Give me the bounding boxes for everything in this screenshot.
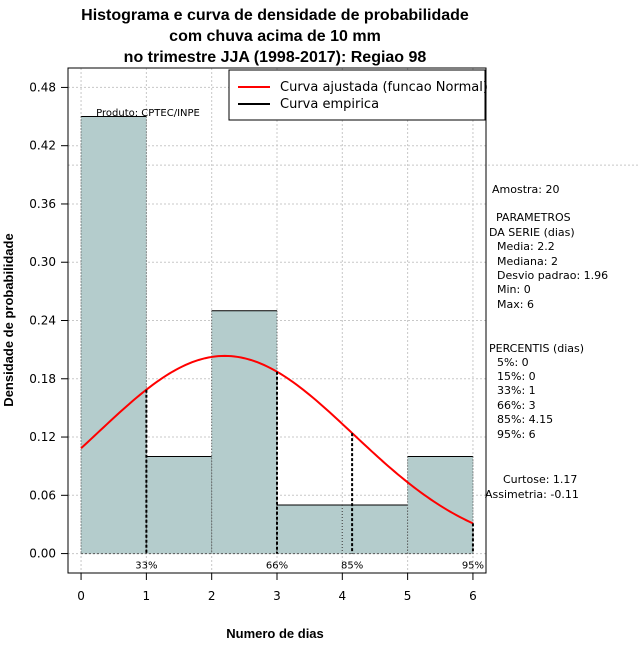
legend: Curva ajustada (funcao Normal) Curva emp… bbox=[228, 69, 488, 121]
x-tick-label: 4 bbox=[338, 589, 346, 603]
y-tick-label: 0.48 bbox=[29, 80, 56, 94]
param-median: Mediana: 2 bbox=[497, 255, 558, 268]
chart-title-line-1: Histograma e curva de densidade de proba… bbox=[81, 7, 469, 24]
x-tick-label: 2 bbox=[208, 589, 216, 603]
y-axis: 0.00 0.06 0.12 0.18 0.24 0.30 0.36 0.42 0.48 bbox=[29, 80, 69, 561]
histogram-bar bbox=[146, 456, 212, 554]
x-tick-label: 0 bbox=[77, 589, 85, 603]
sample-size: Amostra: 20 bbox=[492, 183, 559, 196]
y-tick-label: 0.24 bbox=[29, 314, 56, 328]
y-tick-label: 0.42 bbox=[29, 139, 56, 153]
x-tick-label: 3 bbox=[273, 589, 281, 603]
x-tick-label: 1 bbox=[143, 589, 151, 603]
stats-panel: Amostra: 20 PARAMETROS DA SERIE (dias) M… bbox=[485, 183, 608, 501]
skewness: Assimetria: -0.11 bbox=[485, 488, 579, 501]
x-axis: 0 1 2 3 4 5 6 bbox=[77, 572, 477, 603]
percentil-5: 5%: 0 bbox=[497, 356, 529, 369]
y-tick-label: 0.12 bbox=[29, 430, 56, 444]
legend-label-fit: Curva ajustada (funcao Normal) bbox=[280, 80, 488, 95]
percentil-85: 85%: 4.15 bbox=[497, 413, 553, 426]
y-tick-label: 0.00 bbox=[29, 547, 56, 561]
histogram-bar bbox=[81, 116, 147, 554]
param-max: Max: 6 bbox=[497, 298, 534, 311]
percentile-label: 85% bbox=[341, 561, 363, 572]
y-axis-title: Densidade de probabilidade bbox=[1, 233, 16, 406]
percentil-66: 66%: 3 bbox=[497, 399, 536, 412]
percentil-95: 95%: 6 bbox=[497, 428, 536, 441]
percentile-label: 33% bbox=[135, 561, 157, 572]
y-tick-label: 0.36 bbox=[29, 197, 56, 211]
product-label: Produto: CPTEC/INPE bbox=[96, 108, 200, 119]
y-tick-label: 0.06 bbox=[29, 488, 56, 502]
x-tick-label: 6 bbox=[469, 589, 477, 603]
param-min: Min: 0 bbox=[497, 283, 531, 296]
percentil-15: 15%: 0 bbox=[497, 370, 536, 383]
y-tick-label: 0.30 bbox=[29, 255, 56, 269]
percentile-label: 95% bbox=[462, 561, 484, 572]
x-tick-label: 5 bbox=[404, 589, 412, 603]
percentile-label: 66% bbox=[266, 561, 288, 572]
param-sd: Desvio padrao: 1.96 bbox=[497, 269, 608, 282]
percentile-layer: 33% 66% 85% 95% bbox=[135, 371, 484, 572]
histogram-bar bbox=[342, 505, 408, 554]
legend-box bbox=[228, 69, 486, 121]
histogram-bar bbox=[277, 505, 343, 554]
params-title-2: DA SERIE (dias) bbox=[489, 226, 575, 239]
histogram-bar bbox=[211, 310, 277, 554]
legend-label-empirical: Curva empirica bbox=[280, 97, 379, 112]
x-axis-title: Numero de dias bbox=[226, 626, 324, 641]
param-mean: Media: 2.2 bbox=[497, 240, 555, 253]
percentis-title: PERCENTIS (dias) bbox=[489, 342, 584, 355]
chart-title-line-2: com chuva acima de 10 mm bbox=[169, 28, 381, 45]
y-tick-label: 0.18 bbox=[29, 372, 56, 386]
percentil-33: 33%: 1 bbox=[497, 384, 536, 397]
params-title-1: PARAMETROS bbox=[496, 211, 571, 224]
kurtosis: Curtose: 1.17 bbox=[503, 473, 577, 486]
chart-title-line-3: no trimestre JJA (1998-2017): Regiao 98 bbox=[124, 49, 427, 66]
